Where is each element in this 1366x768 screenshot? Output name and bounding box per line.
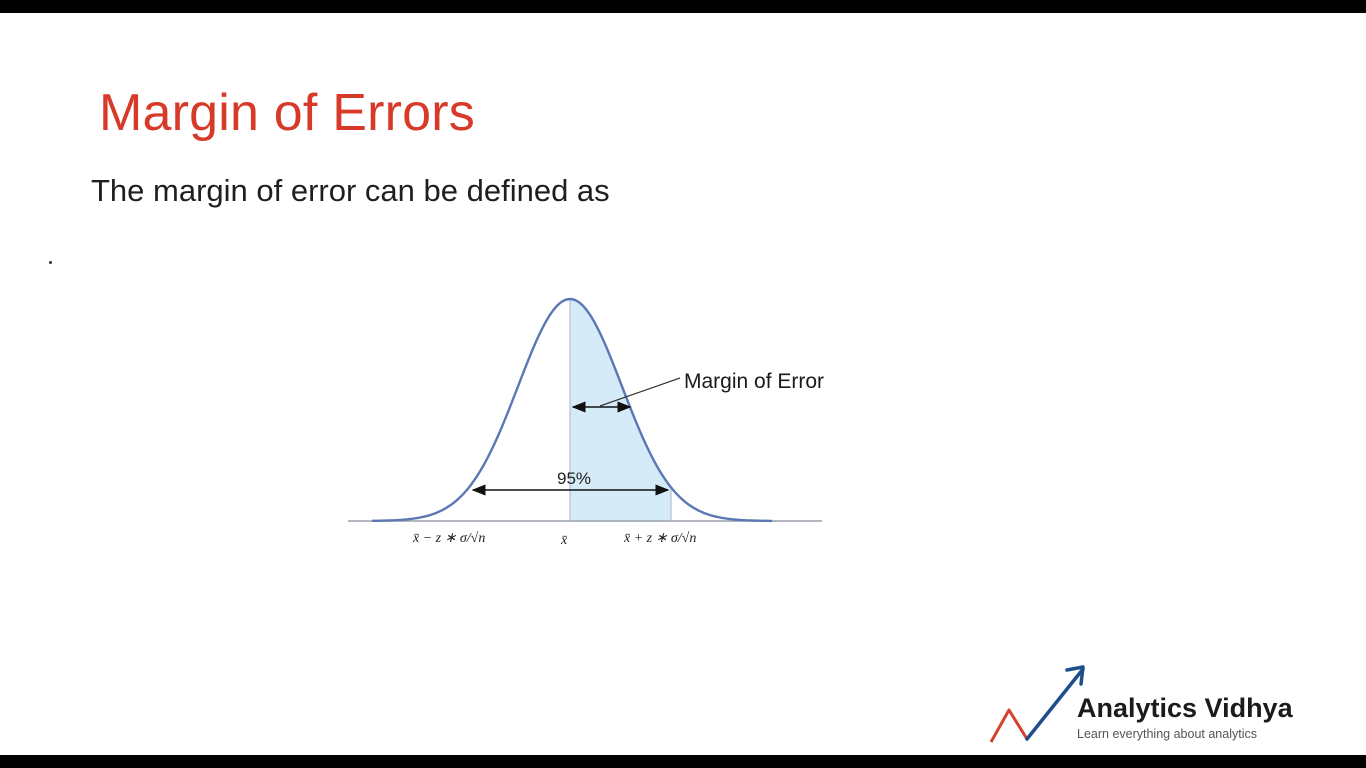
bell-curve	[372, 297, 772, 523]
confidence-percent-label: 95%	[557, 469, 591, 488]
slide-subtitle: The margin of error can be defined as	[91, 173, 610, 208]
logo-arrow-icon	[989, 665, 1085, 743]
slide: Margin of Errors The margin of error can…	[0, 13, 1366, 755]
analytics-vidhya-logo: Analytics Vidhya Learn everything about …	[985, 663, 1345, 748]
upper-bound-label: x̄ + z ∗ σ/√n	[623, 531, 696, 546]
logo-tagline: Learn everything about analytics	[1077, 727, 1257, 741]
bullet-dot	[49, 261, 52, 264]
normal-distribution-diagram: Margin of Error 95% x̄ − z ∗ σ/√n x̄ x̄ …	[348, 297, 824, 548]
slide-title: Margin of Errors	[99, 84, 475, 142]
logo-name: Analytics Vidhya	[1077, 693, 1293, 723]
mean-label: x̄	[560, 533, 568, 548]
margin-of-error-label: Margin of Error	[684, 370, 824, 393]
margin-of-error-leader-line	[599, 377, 681, 407]
lower-bound-label: x̄ − z ∗ σ/√n	[412, 531, 485, 546]
